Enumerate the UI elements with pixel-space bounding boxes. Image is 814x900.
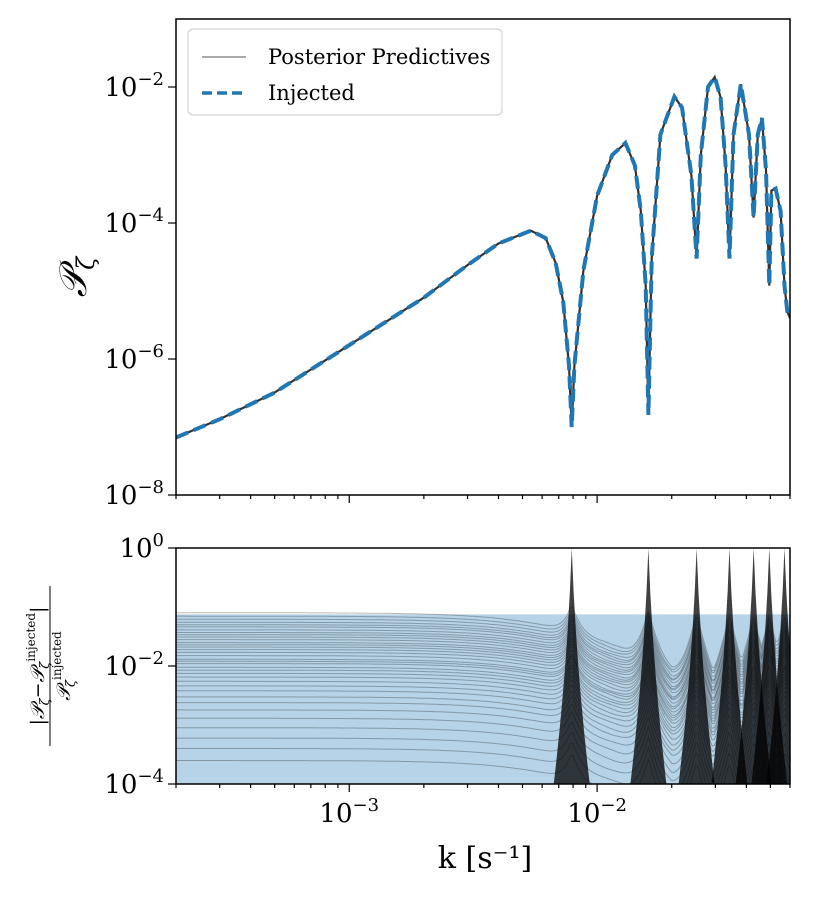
bottom-y-tick-labels: 10−4 10−2 100 [104,530,164,800]
residual-numerator: |𝒫ζ−𝒫ζinjected| [24,607,53,726]
residual-line [176,616,790,677]
bottom-y-tick-label: 10−4 [104,766,164,800]
residual-line [176,626,790,688]
bottom-x-tick-labels: 10−3 10−2 [319,795,627,829]
top-y-tick-label: 10−6 [104,341,164,375]
residual-line [176,638,790,701]
residual-line [176,646,790,709]
bottom-x-tick-label: 10−3 [319,795,379,829]
bottom-x-axis-label: k [s⁻¹] [438,841,532,876]
residual-spike [711,548,748,784]
injected-line [176,72,790,440]
residual-spike [553,548,590,784]
residual-spike [766,548,790,784]
legend-label-injected: Injected [268,81,355,105]
legend: Posterior Predictives Injected [187,28,503,116]
residual-line [176,636,790,698]
bottom-y-axis-label: |𝒫ζ−𝒫ζinjected| 𝒫ζinjected [24,586,79,746]
legend-label-posterior: Posterior Predictives [268,45,490,69]
top-plot-area [176,72,790,440]
residual-line [176,618,790,681]
top-axes-frame [175,18,791,496]
top-y-tick-labels: 10−8 10−6 10−4 10−2 [104,69,164,511]
residual-spike [678,548,715,784]
residual-line [176,613,790,674]
residual-line [176,623,790,684]
residual-line [176,754,790,784]
top-y-tick-label: 10−2 [104,69,164,103]
bottom-plot-area [176,548,790,784]
residual-line [176,628,790,691]
legend-frame [187,28,503,116]
residual-line [176,606,790,669]
residual-line [176,653,790,714]
bottom-y-tick-label: 100 [119,530,164,564]
top-y-tick-label: 10−4 [104,205,164,239]
residual-spike [630,548,667,784]
residual-line [176,641,790,702]
bottom-panel: 10−4 10−2 100 10−3 10−2 |𝒫ζ−𝒫ζinjected| 𝒫ζi… [24,530,791,876]
residual-line [176,633,790,694]
residual-line [176,610,790,672]
residual-denominator: 𝒫ζinjected [50,631,79,701]
residual-line [176,643,790,705]
bottom-ticks [168,547,791,792]
residual-line [176,655,790,717]
top-y-axis-label: 𝒫ζ [51,255,100,297]
residual-line [176,649,790,711]
residual-line [176,631,790,692]
bottom-y-tick-label: 10−2 [104,648,164,682]
top-panel: 10−8 10−6 10−4 10−2 𝒫ζ Posterior Predictive… [51,18,791,511]
top-y-tick-label: 10−8 [104,477,164,511]
bottom-x-tick-label: 10−2 [567,795,627,829]
top-ticks [168,86,791,503]
residual-line [176,620,790,682]
